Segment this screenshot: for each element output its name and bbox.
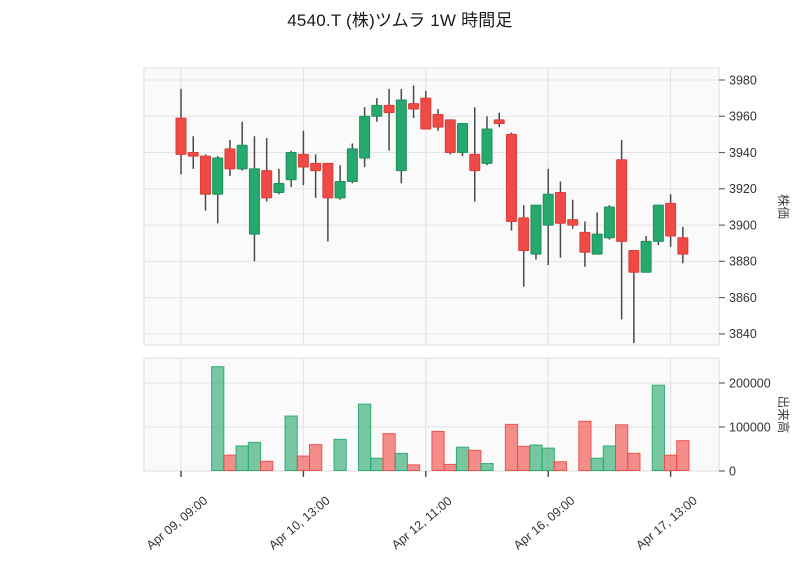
volume-bar (627, 452, 641, 471)
price-tick-label: 3900 (729, 218, 757, 232)
volume-bar (676, 440, 690, 472)
price-tick-label: 3880 (729, 255, 757, 269)
candle-body (518, 217, 530, 251)
volume-bars (211, 366, 690, 472)
price-tick-label: 3960 (729, 110, 757, 124)
volume-bar (296, 455, 311, 472)
price-tick-label: 3840 (729, 327, 757, 341)
x-tick-label: Apr 17, 13:00 (633, 493, 700, 552)
candle-body (677, 237, 689, 255)
volume-bar (247, 441, 262, 471)
x-tick-label: Apr 09, 09:00 (144, 493, 211, 552)
volume-bar (480, 463, 494, 471)
volume-bar (590, 457, 604, 471)
volume-bar (284, 415, 298, 471)
candle-body (640, 240, 652, 273)
candle-body (199, 155, 211, 195)
volume-bar (553, 461, 568, 472)
candle-body (444, 119, 456, 154)
volume-bar (260, 460, 274, 472)
x-tick-label: Apr 16, 09:00 (511, 493, 578, 552)
candle-body (395, 99, 407, 172)
candle-body (665, 202, 677, 237)
candle-body (567, 219, 579, 226)
candle-body (542, 193, 554, 226)
candle-body (248, 168, 260, 235)
volume-tick-label: 200000 (729, 376, 771, 390)
candle-body (285, 152, 297, 181)
candle-body (616, 159, 628, 242)
volume-bar (211, 366, 225, 471)
volume-bar (663, 454, 678, 472)
price-panel (143, 67, 720, 346)
candle-body (273, 182, 285, 193)
volume-bar (370, 457, 384, 471)
candle-body (371, 104, 383, 117)
candle-body (187, 152, 199, 157)
price-axis-title: 株価 (776, 194, 791, 219)
volume-bar (235, 445, 249, 472)
volume-bar (468, 449, 482, 472)
candle-body (457, 123, 469, 154)
candle-body (408, 103, 420, 110)
candle-body (493, 119, 505, 125)
candle-body (530, 204, 542, 255)
candle-body (432, 113, 444, 128)
candle-body (652, 204, 664, 242)
candle-body (261, 170, 273, 199)
candle-body (359, 115, 371, 159)
candle-body (322, 162, 334, 199)
volume-tick-label: 100000 (729, 420, 771, 434)
candle-body (383, 104, 395, 114)
volume-bar (357, 403, 372, 471)
price-tick-label: 3940 (729, 146, 757, 160)
candle-body (481, 128, 493, 164)
price-tick-label: 3860 (729, 291, 757, 305)
candle-body (236, 144, 248, 170)
x-tick-label: Apr 10, 13:00 (266, 493, 333, 552)
volume-axis-title: 出来高 (776, 396, 791, 434)
candle-body (310, 162, 322, 172)
volume-tick-label: 0 (729, 464, 736, 478)
candle-body (591, 233, 603, 255)
volume-bar (223, 454, 237, 472)
volume-bar (578, 420, 592, 471)
volume-bar (382, 433, 396, 472)
volume-bar (541, 447, 555, 471)
candle-body (579, 231, 591, 253)
chart-title: 4540.T (株)ツムラ 1W 時間足 (287, 11, 513, 30)
candle-body (628, 249, 640, 273)
candle-body (420, 97, 432, 130)
candle-body (469, 153, 481, 172)
candle-body (334, 181, 346, 199)
candle-body (603, 206, 615, 239)
volume-bar (517, 445, 531, 471)
volume-bar (406, 464, 421, 471)
candles (175, 85, 689, 343)
volume-bar (504, 423, 519, 471)
candle-body (505, 133, 517, 222)
price-tick-label: 3980 (729, 73, 757, 87)
volume-bar (615, 424, 629, 471)
candle-body (175, 117, 187, 155)
x-tick-label: Apr 12, 11:00 (389, 494, 455, 552)
price-tick-label: 3920 (729, 182, 757, 196)
candle-body (212, 157, 224, 195)
volume-bar (333, 438, 347, 472)
volume-bar (394, 452, 408, 471)
volume-bar (443, 463, 457, 471)
volume-bar (529, 444, 543, 472)
volume-bar (602, 445, 617, 472)
volume-bar (431, 430, 445, 471)
volume-bar (651, 384, 665, 472)
volume-bar (309, 444, 323, 472)
candle-body (224, 148, 236, 170)
candle-body (554, 191, 566, 224)
volume-bar (455, 446, 470, 471)
candle-body (297, 153, 309, 168)
candle-body (346, 148, 358, 183)
